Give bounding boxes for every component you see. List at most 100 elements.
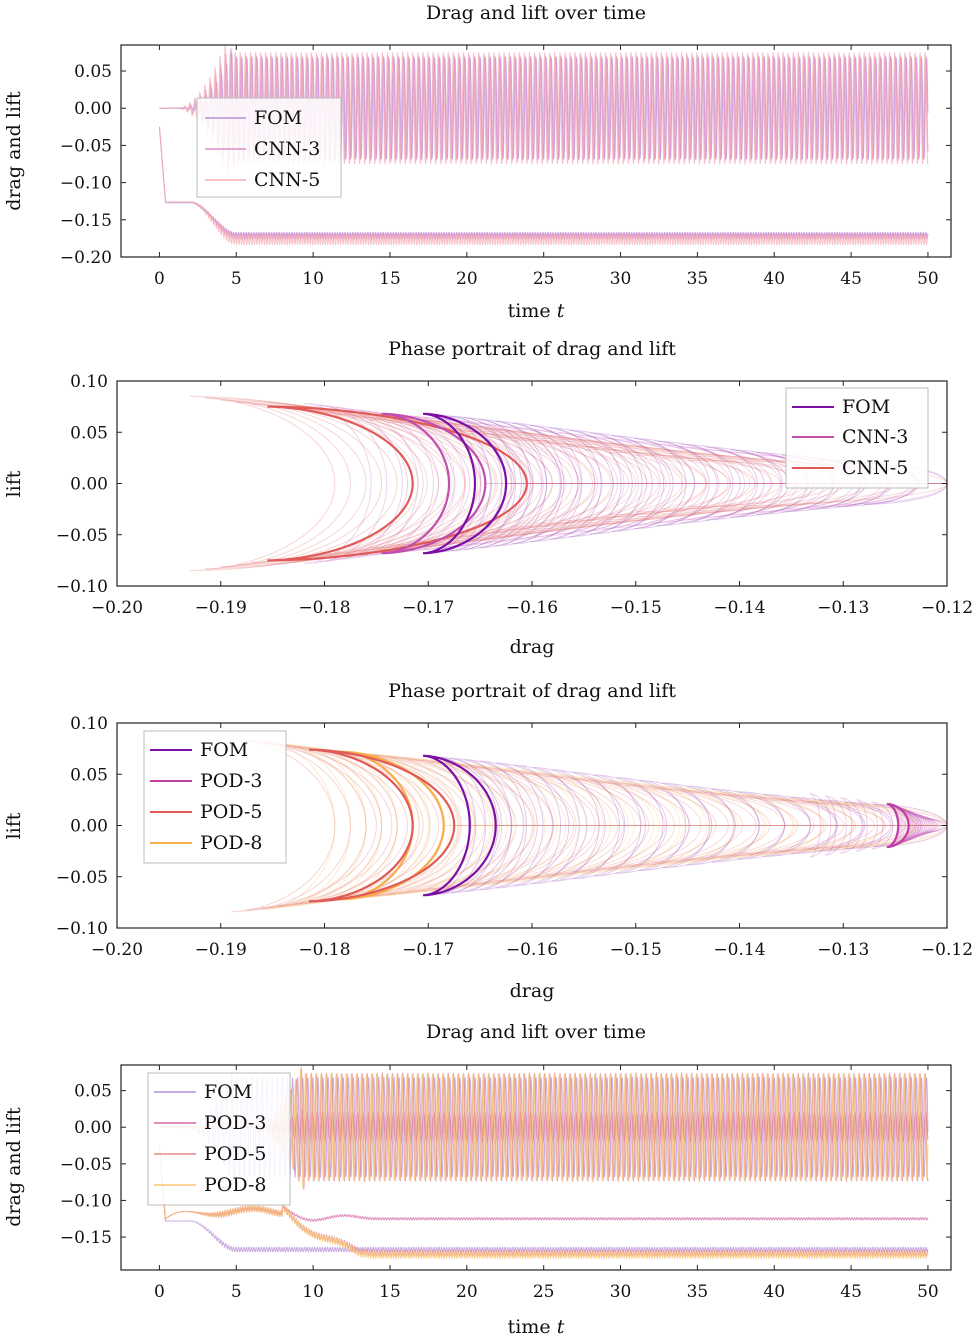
x-tick-label: 15 [379,269,401,289]
time-series-chart-cnn: Drag and lift over time 0 5 10 15 20 25 30 35 40… [3,2,952,322]
y-tick-label: 0.05 [70,423,108,443]
transient-loop-pod-8 [403,756,508,895]
legend-label-pod-5: POD-5 [204,1143,266,1165]
x-axis-ticks: −0.20 −0.19 −0.18 −0.17 −0.16 −0.15 −0.14 −0.13… [91,381,973,618]
legend-label-fom: FOM [204,1081,252,1103]
y-tick-label: −0.10 [56,577,108,597]
transient-loop-fom [494,420,579,547]
transient-loop-fom [479,760,553,891]
transient-loop-pod-5 [449,764,596,887]
transient-loop-pod-8 [662,786,767,865]
x-tick-label: −0.20 [91,598,143,618]
settling-loop-pod-3 [824,795,847,856]
x-axis-label: time t [508,300,565,322]
x-axis-ticks: 0 5 10 15 20 25 30 35 40 45 50 [154,45,939,289]
legend-box [147,1072,291,1206]
transient-loop-cnn-3 [579,435,684,532]
x-tick-label: 50 [917,269,939,289]
legend-label-fom: FOM [842,396,890,418]
transient-loop-cnn-5 [560,445,821,522]
transient-loop-pod-5 [544,776,691,875]
transient-loop-pod-8 [690,789,796,862]
x-tick-label: 20 [456,1282,478,1302]
settling-loop-pod-5 [293,747,440,904]
x-tick-label: −0.12 [921,940,973,960]
lift-line-fom [159,53,929,167]
settling-loop-pod-5 [231,738,377,913]
x-tick-label: −0.12 [921,598,973,618]
transient-loop-cnn-5 [335,414,596,553]
transient-loop-fom [687,785,761,866]
settling-loop-pod-8 [308,747,414,904]
transient-loop-pod-8 [506,768,612,883]
x-tick-label: 15 [379,1282,401,1302]
transient-loop-pod-8 [484,766,589,885]
transient-loop-pod-3 [915,815,939,836]
legend-label-fom: FOM [254,107,302,129]
legend: FOM CNN-3 CNN-5 [196,97,342,198]
x-axis-ticks: 0 5 10 15 20 25 30 35 40 45 50 [154,1065,939,1302]
x-tick-label: 25 [533,1282,555,1302]
transient-loop-pod-5 [370,755,517,896]
y-axis-label: lift [3,812,25,839]
transient-loop-fom [657,440,741,527]
transient-loop-pod-3 [913,814,936,837]
x-tick-label: 35 [687,1282,709,1302]
transient-loop-pod-8 [780,797,885,854]
y-tick-label: 0.10 [70,714,108,734]
legend-label-pod-5: POD-5 [200,801,262,823]
transient-loop-pod-3 [905,811,928,840]
transient-loop-cnn-3 [424,417,529,550]
limit-cycle-pod-3 [886,802,910,849]
transient-loop-cnn-5 [306,410,566,557]
settling-loop-cnn-3 [334,407,440,560]
transient-loop-pod-3 [894,806,917,845]
x-tick-label: 30 [610,1282,632,1302]
transient-loop-pod-5 [354,753,501,898]
y-axis-ticks: −0.10 −0.05 0.00 0.05 0.10 [56,372,947,597]
legend-box [143,730,287,864]
x-tick-label: −0.15 [610,598,662,618]
x-axis-label-word: time [508,300,551,322]
series-group [189,395,947,572]
transient-loop-pod-3 [891,805,914,846]
transient-loop-fom [549,427,633,540]
transient-loop-pod-8 [811,800,916,851]
transient-loop-fom [730,449,814,518]
x-tick-label: −0.16 [506,940,558,960]
transient-loop-pod-5 [326,750,472,901]
transient-loop-fom [712,788,786,863]
y-tick-label: 0.00 [74,1118,112,1138]
transient-loop-fom [817,799,892,852]
transient-loop-fom [845,801,920,850]
y-tick-label: −0.15 [60,211,112,231]
x-axis-label: drag [510,636,555,658]
drag-line-fom [158,126,929,238]
transient-loop-fom [450,415,534,552]
transient-loop-cnn-5 [536,442,797,525]
transient-loop-fom [616,777,690,874]
x-axis-label-word: time [508,1316,551,1338]
x-tick-label: 30 [610,269,632,289]
transient-loop-cnn-3 [602,437,707,530]
legend-label-fom: FOM [200,739,248,761]
y-axis-ticks: −0.10 −0.05 0.00 0.05 0.10 [56,714,947,939]
transient-loop-pod-8 [357,752,462,899]
x-tick-label: 40 [763,269,785,289]
chart-title: Phase portrait of drag and lift [388,338,676,360]
phase-portrait-chart-pod: Phase portrait of drag and lift −0.20 −0.… [3,680,973,1002]
transient-loop-pod-8 [634,783,739,868]
transient-loop-fom [464,759,538,892]
y-tick-label: 0.00 [70,817,108,837]
transient-loop-fom [463,417,548,550]
transient-loop-fom [611,435,696,532]
transient-loop-pod-5 [740,797,886,854]
transient-loop-pod-8 [441,761,546,890]
x-tick-label: −0.13 [817,598,869,618]
transient-loop-cnn-5 [320,412,581,555]
transient-loop-cnn-5 [447,430,708,537]
transient-loop-pod-3 [911,813,934,838]
plot-frame [120,1064,952,1271]
transient-loop-fom [428,413,513,554]
transient-loop-fom [737,791,811,860]
